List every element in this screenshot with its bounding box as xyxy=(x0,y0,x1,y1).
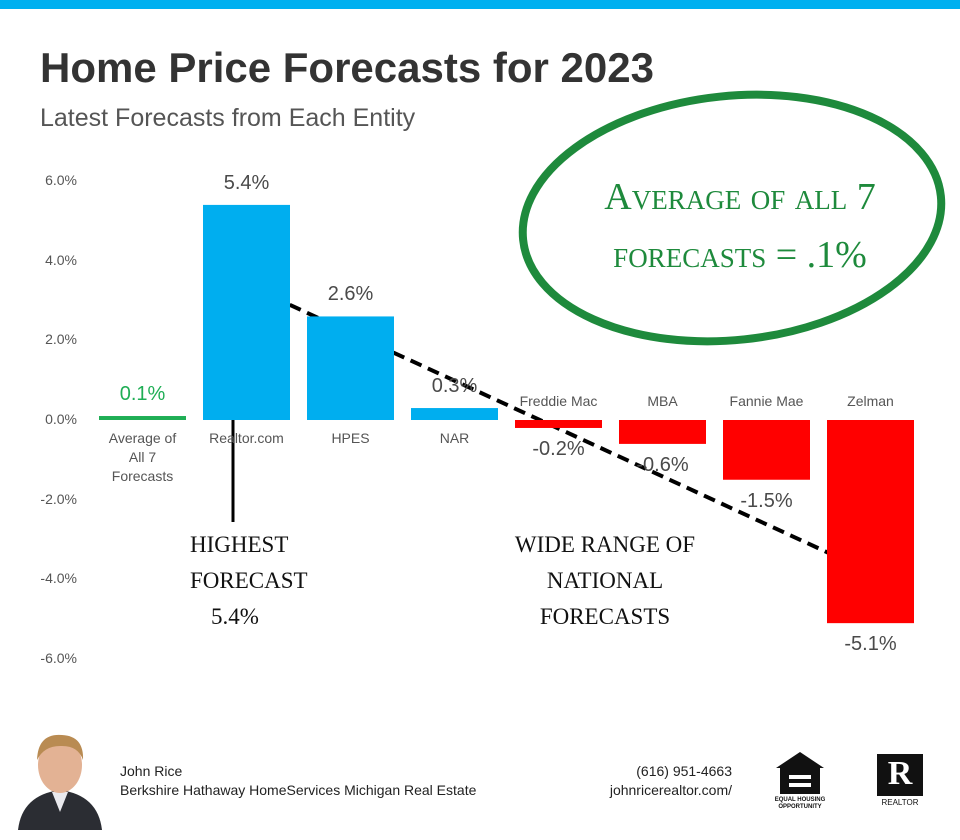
category-label: Freddie Mac xyxy=(519,393,598,409)
bar xyxy=(203,204,290,420)
category-label: MBA xyxy=(647,393,678,409)
value-label: 5.4% xyxy=(223,171,270,194)
chart-title: Home Price Forecasts for 2023 xyxy=(40,44,654,91)
y-tick-label: -2.0% xyxy=(40,490,77,507)
realtor-logo: R xyxy=(877,754,923,796)
bar xyxy=(515,420,602,428)
bar xyxy=(619,420,706,444)
category-label: NAR xyxy=(439,430,470,446)
category-label: HPES xyxy=(331,430,370,446)
y-tick-label: -6.0% xyxy=(40,650,77,666)
agent-website: johnricerealtor.com/ xyxy=(609,782,732,798)
agent-company: Berkshire Hathaway HomeServices Michigan… xyxy=(120,782,477,798)
y-tick-label: 4.0% xyxy=(45,251,77,268)
range-annotation: WIDE RANGE OF NATIONAL FORECASTS xyxy=(514,532,696,629)
average-annotation: Average of all 7 forecasts = .1% xyxy=(604,176,876,276)
value-label: 0.3% xyxy=(431,375,478,398)
category-label: Realtor.com xyxy=(209,430,284,446)
y-tick-label: 6.0% xyxy=(45,172,77,188)
category-label: Fannie Mae xyxy=(729,393,804,409)
y-tick-label: 2.0% xyxy=(45,331,77,348)
agent-name: John Rice xyxy=(120,763,183,779)
agent-phone: (616) 951-4663 xyxy=(636,763,732,779)
equal-housing-logo xyxy=(776,752,824,794)
bar xyxy=(723,420,810,480)
category-label: Average of All 7 Forecasts xyxy=(108,430,177,484)
bar xyxy=(99,416,186,420)
agent-photo xyxy=(15,730,105,830)
realtor-text: REALTOR xyxy=(881,798,919,807)
category-label: Zelman xyxy=(847,393,894,409)
equal-housing-text: EQUAL HOUSING OPPORTUNITY xyxy=(774,797,826,810)
value-label: -0.2% xyxy=(532,437,585,460)
svg-text:R: R xyxy=(888,755,913,792)
bar xyxy=(411,408,498,420)
value-label: -5.1% xyxy=(844,633,897,656)
highest-annotation: HIGHEST FORECAST 5.4% xyxy=(190,532,308,629)
chart-subtitle: Latest Forecasts from Each Entity xyxy=(40,104,416,132)
top-band xyxy=(0,0,960,9)
value-label: 2.6% xyxy=(327,283,374,306)
value-label: 0.1% xyxy=(119,383,166,406)
value-label: -1.5% xyxy=(740,489,793,512)
bar xyxy=(307,316,394,420)
y-tick-label: -4.0% xyxy=(40,570,77,587)
highlight-circle xyxy=(518,90,946,346)
value-label: -0.6% xyxy=(636,453,689,476)
y-tick-label: 0.0% xyxy=(45,411,77,427)
bar xyxy=(827,420,914,624)
